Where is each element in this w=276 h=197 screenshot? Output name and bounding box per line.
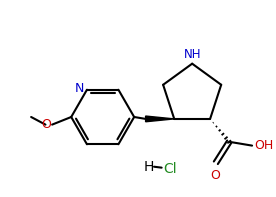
- Text: NH: NH: [184, 48, 201, 61]
- Text: OH: OH: [254, 139, 273, 152]
- Text: N: N: [75, 82, 84, 95]
- Text: Cl: Cl: [164, 162, 177, 176]
- Text: H: H: [144, 160, 155, 174]
- Polygon shape: [146, 116, 174, 122]
- Text: O: O: [210, 169, 220, 182]
- Text: O: O: [41, 118, 51, 131]
